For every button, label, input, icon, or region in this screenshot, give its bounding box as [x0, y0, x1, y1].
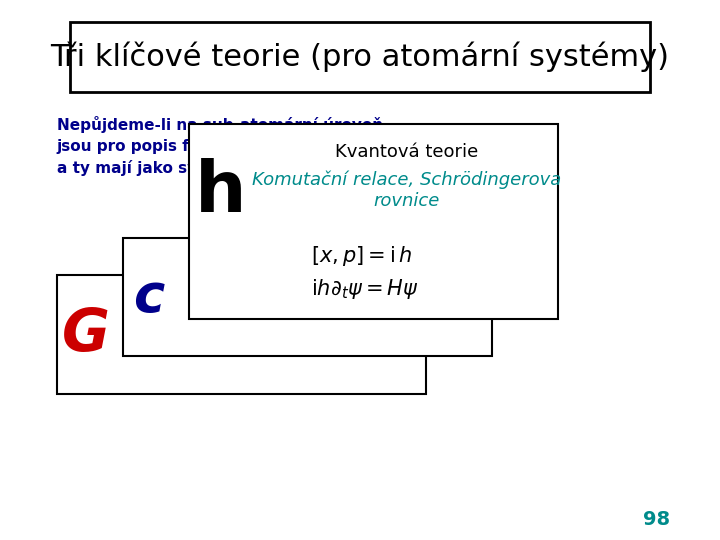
Text: tři univerzální konstanty: tři univerzální konstanty — [251, 159, 462, 176]
FancyBboxPatch shape — [189, 124, 558, 319]
FancyBboxPatch shape — [70, 22, 650, 92]
Text: Klasická mechanika a teorie gravitace: Klasická mechanika a teorie gravitace — [122, 326, 467, 344]
Text: $[x,p]=\mathrm{i}\,h$: $[x,p]=\mathrm{i}\,h$ — [310, 245, 412, 268]
FancyBboxPatch shape — [122, 238, 492, 356]
Text: c: c — [133, 271, 165, 323]
Text: Kvantová teorie: Kvantová teorie — [335, 143, 478, 161]
Text: Teorie elektromagnetického pole: Teorie elektromagnetického pole — [189, 288, 484, 306]
Text: tři teorie: tři teorie — [346, 138, 422, 153]
Text: a ty mají jako svůj symbol: a ty mají jako svůj symbol — [57, 159, 285, 176]
Text: G: G — [62, 306, 109, 363]
Text: $\mathrm{i}h\partial_t\psi = H\psi$: $\mathrm{i}h\partial_t\psi = H\psi$ — [310, 277, 418, 301]
Text: h: h — [194, 158, 246, 227]
Text: 98: 98 — [643, 510, 670, 529]
Text: Komutační relace, Schrödingerova: Komutační relace, Schrödingerova — [251, 170, 561, 188]
Text: Tři klíčové teorie (pro atomární systémy): Tři klíčové teorie (pro atomární systémy… — [50, 42, 670, 72]
Text: rovnice: rovnice — [373, 192, 439, 210]
Text: Nepůjdeme-li na sub-atomární úroveň,: Nepůjdeme-li na sub-atomární úroveň, — [57, 116, 389, 133]
Text: jsou pro popis fyzikálního světa klíčové: jsou pro popis fyzikálního světa klíčové — [57, 138, 405, 154]
FancyBboxPatch shape — [57, 275, 426, 394]
